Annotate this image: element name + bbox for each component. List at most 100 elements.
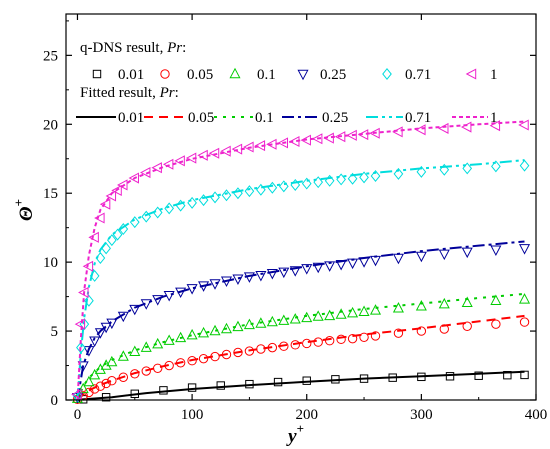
plot-frame xyxy=(65,13,537,401)
data-point xyxy=(220,145,231,157)
data-point xyxy=(185,152,197,164)
data-point xyxy=(392,302,404,313)
data-point xyxy=(74,318,86,330)
data-point xyxy=(266,315,278,327)
data-point xyxy=(164,360,174,371)
data-point xyxy=(335,260,347,271)
data-point xyxy=(153,363,163,373)
data-point xyxy=(140,341,152,352)
data-point xyxy=(118,223,129,236)
data-point xyxy=(94,328,106,339)
data-point xyxy=(439,324,449,334)
data-point xyxy=(243,141,254,153)
legend-label: 0.01 xyxy=(118,110,144,126)
y-tick-label: 20 xyxy=(43,117,58,133)
legend: q-DNS result, Pr: Fitted result, Pr: 0.0… xyxy=(76,40,498,126)
data-point xyxy=(490,245,502,257)
plot-layer: 0 100 200 300 400 0 5 10 15 20 25 xyxy=(43,14,547,423)
data-point xyxy=(152,337,164,349)
data-point xyxy=(347,333,358,344)
data-point xyxy=(439,163,450,176)
data-point xyxy=(392,126,403,138)
data-point xyxy=(71,388,82,401)
fit-line xyxy=(76,314,525,401)
data-point xyxy=(336,334,346,345)
data-point xyxy=(518,119,529,131)
x-tick-label: 100 xyxy=(181,407,204,423)
data-point xyxy=(112,228,123,241)
data-point xyxy=(187,196,197,209)
data-point xyxy=(301,264,313,275)
data-point xyxy=(89,336,101,347)
x-tick-label: 200 xyxy=(295,407,318,423)
fit-line xyxy=(76,120,525,401)
data-point xyxy=(266,268,278,280)
data-point xyxy=(216,381,225,390)
data-point xyxy=(519,244,531,255)
data-point xyxy=(187,383,197,392)
data-point xyxy=(474,371,483,380)
legend-marker xyxy=(92,69,102,79)
data-point xyxy=(159,386,168,395)
data-point xyxy=(277,137,289,149)
data-point xyxy=(462,162,473,175)
data-point xyxy=(267,181,278,194)
data-point xyxy=(83,375,95,387)
data-point xyxy=(106,318,118,330)
data-point xyxy=(359,374,369,383)
data-point xyxy=(359,332,369,342)
y-tick-label: 25 xyxy=(43,48,58,64)
data-point xyxy=(461,247,473,259)
data-point xyxy=(393,328,404,338)
data-point xyxy=(370,331,381,341)
data-point xyxy=(100,359,112,370)
data-point xyxy=(106,355,118,367)
legend-label: 0.1 xyxy=(257,67,276,83)
series-pr-0.01 xyxy=(77,370,529,404)
data-point xyxy=(323,132,334,144)
y-tick-label: 0 xyxy=(51,393,59,409)
data-point xyxy=(89,384,100,394)
data-point xyxy=(491,319,501,329)
data-point xyxy=(462,321,472,331)
data-point xyxy=(266,138,277,150)
legend-label: 1 xyxy=(490,67,498,83)
data-point xyxy=(324,309,336,321)
legend-title-lines: Fitted result, Pr: xyxy=(80,85,179,101)
data-point xyxy=(244,346,255,356)
data-point xyxy=(417,372,426,382)
data-point xyxy=(243,318,255,330)
data-point xyxy=(324,174,335,187)
data-point xyxy=(175,287,187,299)
data-point xyxy=(438,122,449,134)
series-pr-0.71 xyxy=(72,159,530,402)
data-point xyxy=(519,293,531,304)
data-point xyxy=(152,295,164,306)
data-point xyxy=(245,379,254,389)
data-point xyxy=(312,262,324,274)
data-point xyxy=(152,206,163,219)
legend-marker xyxy=(297,69,309,81)
data-point xyxy=(94,212,105,224)
data-point xyxy=(175,331,187,343)
fit-line xyxy=(77,370,525,401)
data-point xyxy=(393,167,404,180)
x-axis-title: y+ xyxy=(286,421,304,447)
legend-label: 0.01 xyxy=(118,67,144,83)
data-point xyxy=(416,326,427,336)
data-point xyxy=(187,356,197,366)
data-point xyxy=(347,306,359,318)
legend-label: 0.71 xyxy=(405,67,431,83)
data-point xyxy=(255,317,267,328)
data-point xyxy=(89,269,100,282)
data-point xyxy=(324,261,336,272)
data-point xyxy=(290,340,300,350)
x-tick-label: 300 xyxy=(410,407,433,423)
legend-title-markers: q-DNS result, Pr: xyxy=(80,40,186,56)
data-point xyxy=(490,294,502,305)
data-point xyxy=(415,251,427,263)
data-point xyxy=(101,378,111,389)
data-point xyxy=(461,296,473,308)
data-point xyxy=(392,253,404,265)
data-point xyxy=(129,345,141,356)
